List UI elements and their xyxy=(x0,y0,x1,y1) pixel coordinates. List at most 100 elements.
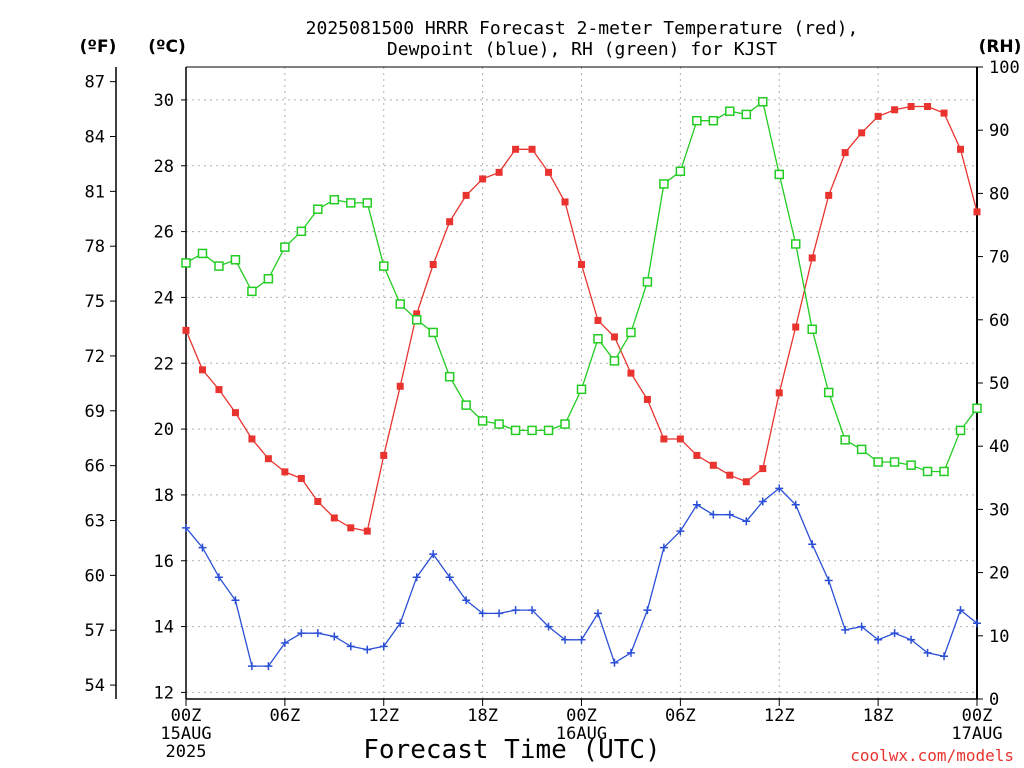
dewpoint-point xyxy=(544,622,553,631)
temperature-point xyxy=(676,435,684,443)
temperature-point xyxy=(891,106,899,114)
rh-point xyxy=(329,194,340,205)
x-tick-label: 18Z xyxy=(863,706,894,726)
rh-point xyxy=(362,198,373,208)
temperature-point xyxy=(182,326,190,334)
fahrenheit-tick-label: 72 xyxy=(85,347,105,367)
temperature-point xyxy=(198,366,206,374)
celsius-tick-label: 16 xyxy=(154,552,174,572)
dewpoint-point xyxy=(198,543,207,552)
celsius-unit-label: (ºC) xyxy=(148,37,186,57)
dewpoint-point xyxy=(346,642,355,651)
x-tick-label: 16AUG xyxy=(556,724,607,744)
rh-point xyxy=(626,327,636,338)
dewpoint-point xyxy=(791,500,800,509)
temperature-point xyxy=(495,168,503,176)
dewpoint-point xyxy=(725,510,734,519)
rh-tick-label: 90 xyxy=(989,121,1009,141)
fahrenheit-tick-label: 63 xyxy=(85,512,105,532)
celsius-tick-label: 20 xyxy=(154,420,174,440)
rh-point xyxy=(247,286,257,297)
rh-point xyxy=(296,226,307,237)
rh-tick-label: 70 xyxy=(989,248,1009,268)
x-tick-label: 06Z xyxy=(270,706,301,726)
temperature-point xyxy=(610,333,618,341)
fahrenheit-tick-label: 78 xyxy=(85,237,105,257)
rh-point xyxy=(411,315,422,325)
temperature-point xyxy=(924,103,932,110)
rh-point xyxy=(741,109,752,120)
fahrenheit-tick-label: 81 xyxy=(85,182,105,202)
axes-layer xyxy=(110,66,983,706)
rh-point xyxy=(214,261,224,271)
dewpoint-point xyxy=(528,606,537,615)
dewpoint-point xyxy=(709,510,718,519)
rh-point xyxy=(263,273,274,284)
temperature-point xyxy=(726,471,734,479)
dewpoint-point xyxy=(593,609,602,618)
dewpoint-point xyxy=(742,517,751,526)
dewpoint-point xyxy=(676,527,685,536)
temperature-point xyxy=(825,191,833,199)
dewpoint-point xyxy=(412,573,421,582)
fahrenheit-tick-label: 66 xyxy=(85,457,105,477)
rh-point xyxy=(840,435,850,445)
dewpoint-point xyxy=(956,606,965,615)
dewpoint-point xyxy=(478,609,487,618)
temperature-point xyxy=(792,323,800,331)
x-tick-label: 12Z xyxy=(368,706,399,726)
rh-point xyxy=(972,403,982,414)
temperature-point xyxy=(973,208,981,216)
temperature-point xyxy=(264,455,272,463)
dewpoint-point xyxy=(643,606,652,615)
rh-point xyxy=(906,460,916,470)
rh-tick-label: 100 xyxy=(989,58,1020,78)
dewpoint-point xyxy=(264,662,273,671)
chart-title-line1: 2025081500 HRRR Forecast 2-meter Tempera… xyxy=(306,18,859,39)
x-tick-label: 00Z xyxy=(171,706,202,726)
rh-point xyxy=(692,115,702,126)
dewpoint-point xyxy=(940,652,949,661)
temperature-point xyxy=(281,468,289,476)
dewpoint-point xyxy=(577,635,586,644)
celsius-tick-label: 22 xyxy=(154,354,174,374)
temperature-point xyxy=(742,478,750,486)
celsius-tick-label: 30 xyxy=(154,91,174,111)
fahrenheit-tick-label: 75 xyxy=(85,292,105,312)
x-tick-label: 18Z xyxy=(467,706,498,726)
dewpoint-point xyxy=(841,625,850,634)
temperature-point xyxy=(330,514,338,522)
fahrenheit-unit-label: (ºF) xyxy=(80,37,117,57)
rh-point xyxy=(477,416,488,426)
temperature-point xyxy=(808,254,816,262)
dewpoint-point xyxy=(890,629,899,638)
dewpoint-point xyxy=(297,629,306,638)
temperature-point xyxy=(643,395,651,403)
fahrenheit-tick-label: 87 xyxy=(85,73,105,93)
temperature-point xyxy=(858,129,866,137)
rh-point xyxy=(856,444,867,455)
rh-point xyxy=(313,204,323,214)
dewpoint-point xyxy=(561,635,570,644)
rh-point xyxy=(675,166,686,177)
dewpoint-point xyxy=(626,648,635,657)
rh-point xyxy=(922,466,933,477)
rh-point xyxy=(346,198,356,208)
temperature-point xyxy=(314,498,322,505)
rh-point xyxy=(379,261,389,271)
temperature-point xyxy=(363,527,371,535)
fahrenheit-tick-label: 69 xyxy=(85,402,105,422)
dewpoint-point xyxy=(396,619,405,628)
dewpoint-point xyxy=(923,648,932,657)
rh-point xyxy=(807,324,817,335)
dewpoint-point xyxy=(692,500,701,509)
fahrenheit-tick-label: 60 xyxy=(85,566,105,586)
temperature-point xyxy=(396,382,404,390)
dewpoint-point xyxy=(313,629,322,638)
dewpoint-point xyxy=(495,609,504,618)
rh-point xyxy=(955,425,966,436)
dewpoint-point xyxy=(758,497,767,506)
temperature-point xyxy=(231,409,239,417)
